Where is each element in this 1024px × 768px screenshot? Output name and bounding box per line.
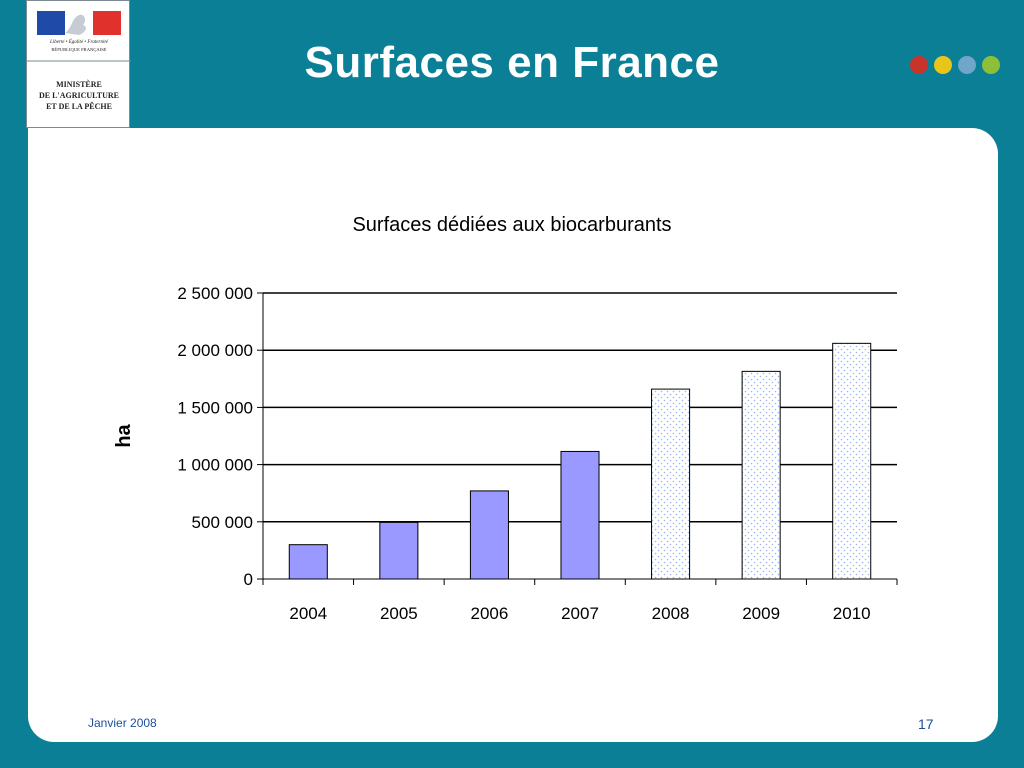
accent-dot-blue — [958, 56, 976, 74]
y-tick-label: 2 000 000 — [177, 341, 253, 360]
x-tick-label: 2008 — [652, 604, 690, 623]
bar-2007 — [560, 450, 600, 580]
y-tick-label: 0 — [244, 570, 253, 589]
x-tick-label: 2007 — [561, 604, 599, 623]
accent-dot-red — [910, 56, 928, 74]
accent-dot-green — [982, 56, 1000, 74]
slide-title: Surfaces en France — [304, 38, 720, 87]
x-tick-label: 2005 — [380, 604, 418, 623]
logo-ministry-line-1: MINISTÈRE — [56, 79, 102, 89]
logo-ministry-line-2: DE L'AGRICULTURE — [39, 91, 119, 100]
x-tick-label: 2009 — [742, 604, 780, 623]
y-axis-label: ha — [113, 423, 135, 447]
bar-2006 — [469, 490, 509, 580]
y-tick-label: 500 000 — [192, 513, 253, 532]
ministry-logo: Liberté • Égalité • Fraternité RÉPUBLIQU… — [26, 0, 131, 128]
footer-date: Janvier 2008 — [88, 716, 157, 730]
logo-republic: RÉPUBLIQUE FRANÇAISE — [51, 47, 106, 52]
page-number: 17 — [918, 716, 934, 732]
y-tick-label: 2 500 000 — [177, 284, 253, 303]
bar-2005 — [379, 521, 419, 580]
bar-2010 — [832, 342, 872, 580]
marianne-logo-graphic: Liberté • Égalité • Fraternité RÉPUBLIQU… — [27, 11, 131, 111]
logo-motto: Liberté • Égalité • Fraternité — [49, 39, 109, 45]
bar-2009 — [741, 370, 781, 580]
bar-2004 — [288, 544, 328, 580]
y-tick-label: 1 500 000 — [177, 398, 253, 417]
x-tick-label: 2004 — [289, 604, 327, 623]
x-tick-label: 2010 — [833, 604, 871, 623]
logo-ministry-line-3: ET DE LA PÊCHE — [46, 101, 112, 111]
accent-dot-yellow — [934, 56, 952, 74]
bar-2008 — [651, 388, 691, 580]
chart-title: Surfaces dédiées aux biocarburants — [352, 214, 672, 236]
y-tick-label: 1 000 000 — [177, 456, 253, 475]
x-tick-label: 2006 — [471, 604, 509, 623]
